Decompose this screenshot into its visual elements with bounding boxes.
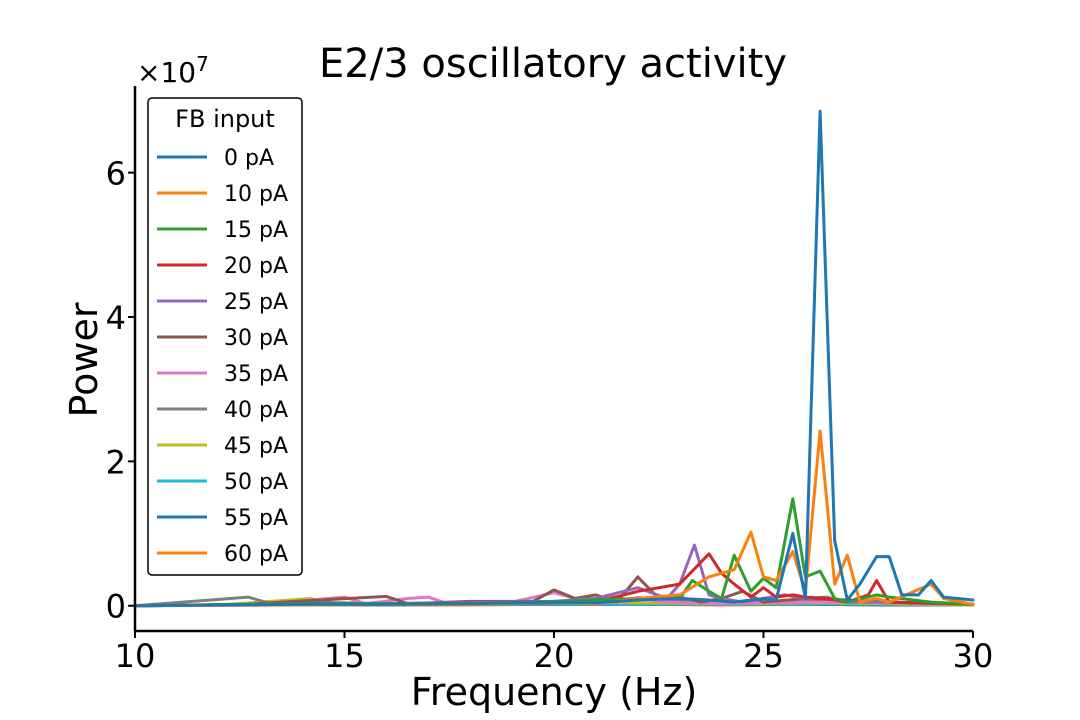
x-tick-label: 15 bbox=[324, 637, 365, 675]
x-tick-label: 20 bbox=[534, 637, 575, 675]
legend-item: 35 pA bbox=[157, 362, 288, 387]
legend-item: 20 pA bbox=[157, 254, 288, 279]
legend-title: FB input bbox=[175, 105, 275, 133]
y-tick-label: 4 bbox=[106, 299, 126, 337]
legend-label: 45 pA bbox=[224, 434, 288, 459]
legend-item: 45 pA bbox=[157, 434, 288, 459]
legend-frame bbox=[147, 97, 303, 576]
legend-item: 50 pA bbox=[157, 470, 288, 495]
legend-label: 40 pA bbox=[224, 398, 288, 423]
y-axis-offset-label: ×107 bbox=[137, 52, 209, 89]
chart-title: E2/3 oscillatory activity bbox=[319, 41, 787, 87]
legend-item: 10 pA bbox=[157, 182, 288, 207]
legend-label: 30 pA bbox=[224, 326, 288, 351]
ticks-layer: 10 15 20 25 30 0 2 4 6 bbox=[106, 155, 994, 675]
legend-label: 55 pA bbox=[224, 506, 288, 531]
series-line-0-pa bbox=[133, 109, 975, 608]
legend-item: 25 pA bbox=[157, 290, 288, 315]
x-axis-label: Frequency (Hz) bbox=[411, 670, 698, 714]
series-layer bbox=[133, 109, 975, 608]
legend-label: 10 pA bbox=[224, 182, 288, 207]
legend: FB input 0 pA 10 pA 15 pA 20 pA 25 pA 30 pA 35… bbox=[147, 97, 303, 576]
legend-item: 30 pA bbox=[157, 326, 288, 351]
x-tick-label: 10 bbox=[115, 637, 156, 675]
legend-label: 20 pA bbox=[224, 254, 288, 279]
legend-label: 50 pA bbox=[224, 470, 288, 495]
legend-item: 55 pA bbox=[157, 506, 288, 531]
y-axis-offset-exponent: 7 bbox=[196, 52, 209, 76]
x-tick-label: 30 bbox=[953, 637, 994, 675]
x-tick-label: 25 bbox=[743, 637, 784, 675]
legend-item: 60 pA bbox=[157, 542, 288, 567]
legend-label: 25 pA bbox=[224, 290, 288, 315]
legend-label: 60 pA bbox=[224, 542, 288, 567]
y-tick-label: 2 bbox=[106, 443, 126, 481]
y-axis-label: Power bbox=[62, 302, 106, 417]
legend-item: 0 pA bbox=[157, 146, 274, 171]
legend-label: 15 pA bbox=[224, 218, 288, 243]
y-tick-label: 6 bbox=[106, 155, 126, 193]
legend-item: 40 pA bbox=[157, 398, 288, 423]
legend-label: 0 pA bbox=[224, 146, 274, 171]
y-tick-label: 0 bbox=[106, 588, 126, 626]
series-line-15-pa bbox=[133, 497, 975, 608]
legend-items: 0 pA 10 pA 15 pA 20 pA 25 pA 30 pA 35 pA 40 pA 4… bbox=[157, 146, 288, 567]
legend-label: 35 pA bbox=[224, 362, 288, 387]
legend-item: 15 pA bbox=[157, 218, 288, 243]
y-axis-offset-base: ×10 bbox=[137, 56, 196, 89]
